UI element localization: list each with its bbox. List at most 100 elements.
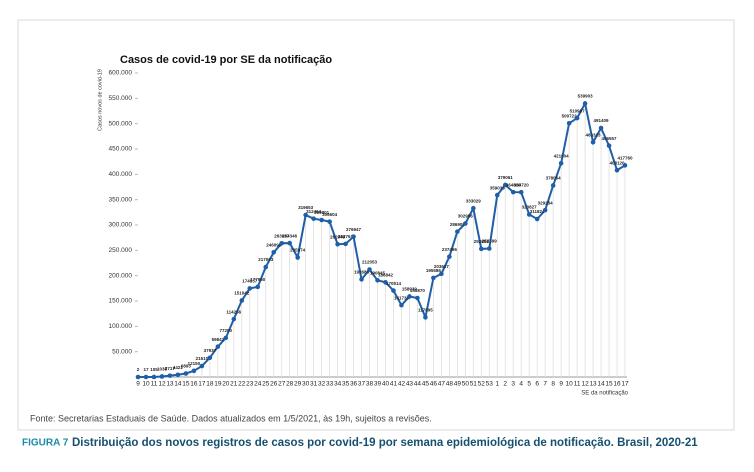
y-tick-label: 500.000	[109, 120, 133, 127]
y-tick-label: 150.000	[109, 298, 133, 305]
x-tick-label: 34	[334, 381, 342, 388]
x-tick-label: 13	[589, 381, 597, 388]
data-label: 510987	[570, 108, 586, 113]
data-point	[159, 374, 165, 379]
x-tick-label: 30	[302, 381, 310, 388]
x-tick-label: 32	[318, 381, 326, 388]
x-tick-label: 44	[414, 381, 422, 388]
x-tick-label: 28	[286, 381, 294, 388]
data-label: 378064	[546, 176, 562, 181]
x-tick-label: 10	[565, 381, 573, 388]
source-note: Fonte: Secretarias Estaduais de Saúde. D…	[30, 413, 432, 423]
x-tick-label: 11	[151, 381, 158, 388]
x-tick-label: 1	[495, 381, 499, 388]
data-label: 312464	[306, 209, 322, 214]
y-axis-label: Casos novos de covid-19	[97, 69, 103, 131]
data-point	[407, 294, 412, 299]
x-tick-label: 31	[310, 381, 318, 388]
y-tick-label: 250.000	[109, 247, 133, 254]
x-tick-label: 36	[350, 381, 358, 388]
data-point	[447, 254, 452, 259]
x-tick-label: 40	[382, 381, 390, 388]
x-tick-label: 2	[503, 381, 507, 388]
data-label: 306604	[322, 212, 338, 217]
x-tick-label: 41	[390, 381, 398, 388]
y-tick-label: 300.000	[109, 222, 133, 229]
data-label: 286909	[450, 222, 466, 227]
data-point	[191, 368, 197, 374]
x-tick-label: 53	[486, 381, 494, 388]
x-tick-label: 47	[438, 381, 446, 388]
x-tick-label: 37	[358, 381, 366, 388]
data-point	[351, 234, 356, 239]
x-tick-label: 16	[190, 381, 198, 388]
x-tick-label: 49	[454, 381, 462, 388]
chart-title: Casos de covid-19 por SE da notificação	[120, 54, 332, 66]
x-tick-label: 7	[543, 381, 547, 388]
data-point	[311, 216, 316, 221]
data-point	[359, 277, 364, 282]
data-label: 2	[137, 367, 140, 372]
data-point	[231, 316, 237, 322]
x-tick-label: 19	[214, 381, 222, 388]
x-tick-label: 13	[166, 381, 174, 388]
data-point	[391, 288, 396, 293]
data-label: 77200	[220, 328, 233, 333]
data-label: 333029	[466, 198, 482, 203]
data-label: 456557	[602, 136, 618, 141]
data-label: 262049	[330, 234, 346, 239]
data-label: 309801	[314, 210, 330, 215]
data-point	[319, 217, 324, 223]
data-point	[622, 163, 628, 168]
data-point	[558, 160, 564, 166]
data-point	[255, 284, 261, 290]
data-point	[207, 355, 213, 361]
data-point	[518, 189, 524, 195]
data-label: 246098	[266, 242, 282, 247]
data-point	[582, 101, 588, 106]
x-tick-label: 50	[462, 381, 470, 388]
x-tick-label: 8	[551, 381, 555, 388]
x-tick-label: 25	[262, 381, 270, 388]
data-point	[167, 373, 173, 378]
data-label: 408120	[610, 160, 626, 165]
data-label: 186842	[378, 273, 394, 278]
data-point	[327, 219, 332, 224]
x-axis-label: SE da notificação	[581, 391, 628, 397]
x-tick-label: 14	[597, 381, 605, 388]
data-label: 237496	[442, 247, 458, 252]
data-label: 117895	[418, 307, 433, 312]
x-tick-label: 27	[278, 381, 286, 388]
data-point	[239, 298, 245, 303]
data-label: 320827	[522, 205, 538, 210]
data-label: 17	[143, 367, 149, 372]
data-label: 151042	[234, 291, 250, 296]
data-point	[151, 374, 157, 380]
data-label: 311824	[530, 209, 545, 214]
data-point	[455, 229, 460, 234]
data-label: 217063	[258, 257, 274, 262]
data-label: 253599	[482, 239, 498, 244]
data-label: 252801	[474, 239, 490, 244]
data-point	[375, 278, 380, 283]
data-label: 379061	[498, 175, 514, 180]
data-point	[590, 139, 596, 145]
data-point	[542, 207, 548, 213]
data-label: 2717	[165, 366, 176, 371]
data-point	[399, 302, 404, 308]
data-point	[423, 314, 428, 320]
x-tick-label: 38	[366, 381, 374, 388]
data-label: 170514	[386, 281, 402, 286]
data-label: 263937	[274, 233, 290, 238]
x-tick-label: 26	[270, 381, 278, 388]
data-label: 264346	[282, 233, 298, 238]
data-point	[550, 183, 556, 188]
x-tick-label: 16	[613, 381, 621, 388]
y-tick-label: 200.000	[109, 272, 133, 279]
x-tick-label: 12	[158, 381, 166, 388]
data-point	[606, 143, 612, 148]
x-tick-label: 48	[446, 381, 454, 388]
y-tick-label: 400.000	[109, 171, 133, 178]
data-label: 114256	[226, 309, 241, 314]
data-point	[215, 344, 221, 349]
